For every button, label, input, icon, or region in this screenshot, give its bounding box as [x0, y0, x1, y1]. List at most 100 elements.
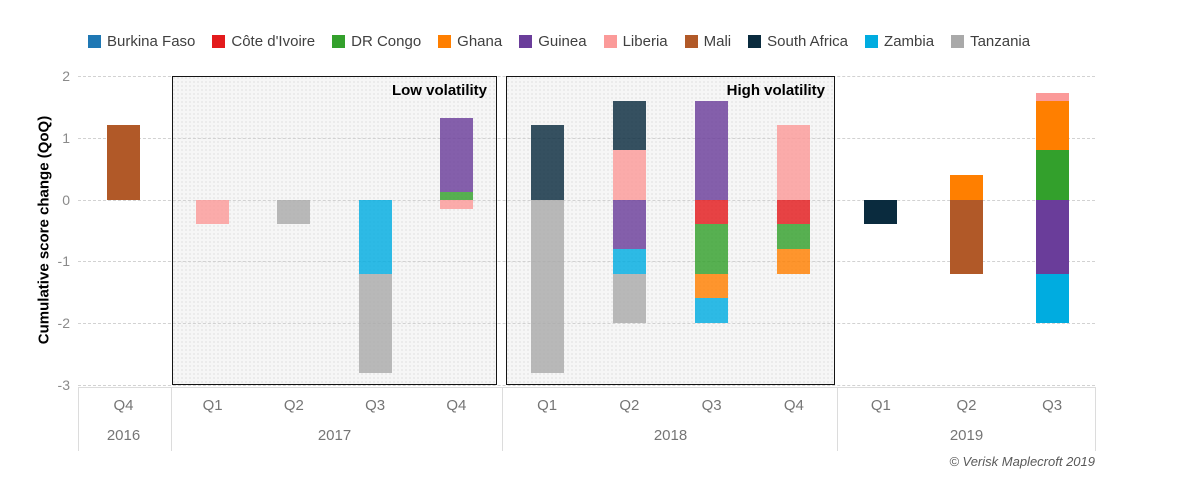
bar-segment[interactable] [950, 174, 983, 200]
legend-swatch-icon [332, 35, 346, 48]
bar-segment[interactable] [530, 125, 564, 200]
legend-label: Mali [703, 33, 732, 50]
legend-item[interactable]: Côte d'Ivoire [212, 33, 315, 50]
volatility-box-label: Low volatility [391, 82, 487, 99]
legend-item[interactable]: South Africa [748, 33, 848, 50]
legend-item[interactable]: Tanzania [951, 33, 1030, 50]
legend-swatch-icon [438, 35, 452, 48]
y-axis-tick-label: 2 [62, 68, 70, 84]
y-axis-tick-label: -3 [57, 377, 70, 393]
bar-segment[interactable] [612, 150, 646, 200]
bar-segment[interactable] [695, 273, 729, 299]
legend-label: Liberia [622, 33, 668, 50]
x-axis-year-label: 2018 [653, 427, 688, 444]
bar-segment[interactable] [695, 100, 729, 200]
bar-segment[interactable] [777, 125, 811, 200]
bar-segment[interactable] [358, 273, 392, 373]
legend-label: Guinea [538, 33, 587, 50]
y-axis-tick-label: -1 [57, 253, 70, 270]
legend-swatch-icon [88, 35, 101, 48]
bar-segment[interactable] [358, 199, 392, 274]
bar-segment[interactable] [1035, 150, 1069, 200]
legend-item[interactable]: Mali [684, 33, 732, 50]
gridline [78, 261, 1095, 263]
bar-segment[interactable] [530, 199, 564, 373]
volatility-box [172, 76, 497, 385]
bar-segment[interactable] [777, 224, 811, 250]
x-axis-quarter-label: Q1 [870, 397, 891, 414]
x-axis-group-divider [501, 387, 503, 451]
legend-swatch-icon [865, 35, 879, 48]
x-axis-quarter-label: Q3 [365, 397, 386, 414]
y-axis-tick-label: 0 [62, 191, 70, 208]
legend-swatch-icon [603, 35, 617, 48]
bar-segment[interactable] [1035, 273, 1069, 324]
x-axis-line [78, 387, 1095, 388]
bar-segment[interactable] [439, 192, 473, 200]
y-axis-title: Cumulative score change (QoQ) [35, 115, 53, 345]
x-axis-quarter-label: Q1 [537, 397, 558, 414]
x-axis-group-divider [1095, 387, 1096, 451]
x-axis-quarter-label: Q3 [1042, 397, 1063, 414]
bar-segment[interactable] [439, 199, 473, 210]
x-axis-quarter-label: Q3 [701, 397, 722, 414]
legend-label: Ghana [457, 33, 503, 50]
gridline [78, 323, 1095, 325]
x-axis-quarter-label: Q4 [113, 397, 134, 414]
x-axis-quarter-label: Q1 [202, 397, 223, 414]
x-axis-year-label: 2016 [106, 427, 141, 444]
x-axis-group-divider [170, 387, 172, 451]
bar-segment[interactable] [950, 199, 983, 274]
legend-label: South Africa [767, 33, 849, 50]
gridline [78, 137, 1095, 139]
legend-item[interactable]: Burkina Faso [88, 33, 195, 50]
bar-segment[interactable] [1035, 100, 1069, 151]
legend-swatch-icon [519, 35, 533, 48]
x-axis-group-divider [78, 387, 79, 451]
x-axis-year-label: 2017 [317, 427, 352, 444]
bar-segment[interactable] [864, 199, 898, 225]
bar-segment[interactable] [612, 100, 646, 151]
legend-swatch-icon [951, 35, 965, 48]
legend-label: Zambia [884, 33, 935, 50]
x-axis-quarter-label: Q4 [783, 397, 804, 414]
legend-item[interactable]: Guinea [519, 33, 587, 50]
volatility-box [506, 76, 835, 385]
legend-item[interactable]: Zambia [865, 33, 934, 50]
bar-segment[interactable] [107, 125, 140, 200]
legend-label: Tanzania [970, 33, 1031, 50]
bar-segment[interactable] [612, 199, 646, 250]
y-axis-tick-label: -2 [57, 315, 70, 332]
bar-segment[interactable] [695, 298, 729, 324]
bar-segment[interactable] [777, 249, 811, 274]
bar-segment[interactable] [777, 199, 811, 225]
bar-segment[interactable] [695, 224, 729, 274]
bar-segment[interactable] [277, 199, 311, 225]
bar-segment[interactable] [612, 249, 646, 274]
bar-segment[interactable] [695, 199, 729, 225]
legend-item[interactable]: Liberia [603, 33, 668, 50]
gridline [78, 385, 1095, 386]
bar-segment[interactable] [1035, 199, 1069, 274]
x-axis-quarter-label: Q2 [956, 397, 977, 414]
y-axis-tick-label: 1 [62, 129, 70, 146]
bar-segment[interactable] [612, 273, 646, 324]
legend-swatch-icon [684, 35, 698, 48]
gridline [78, 199, 1095, 201]
x-axis-group-divider [836, 387, 838, 451]
legend-item[interactable]: Ghana [438, 33, 502, 50]
legend-label: Côte d'Ivoire [231, 33, 316, 50]
x-axis-quarter-label: Q2 [619, 397, 640, 414]
volatility-box-label: High volatility [726, 82, 825, 99]
legend: Burkina Faso Côte d'Ivoire DR Congo Ghana Gu… [88, 33, 1030, 50]
legend-label: DR Congo [351, 33, 422, 50]
bar-segment[interactable] [196, 199, 230, 225]
legend-swatch-icon [748, 35, 762, 48]
x-axis-quarter-label: Q4 [446, 397, 467, 414]
legend-item[interactable]: DR Congo [332, 33, 421, 50]
bar-segment[interactable] [439, 118, 473, 193]
copyright-text: © Verisk Maplecroft 2019 [949, 454, 1095, 469]
legend-label: Burkina Faso [107, 33, 196, 50]
bar-segment[interactable] [1035, 93, 1069, 101]
